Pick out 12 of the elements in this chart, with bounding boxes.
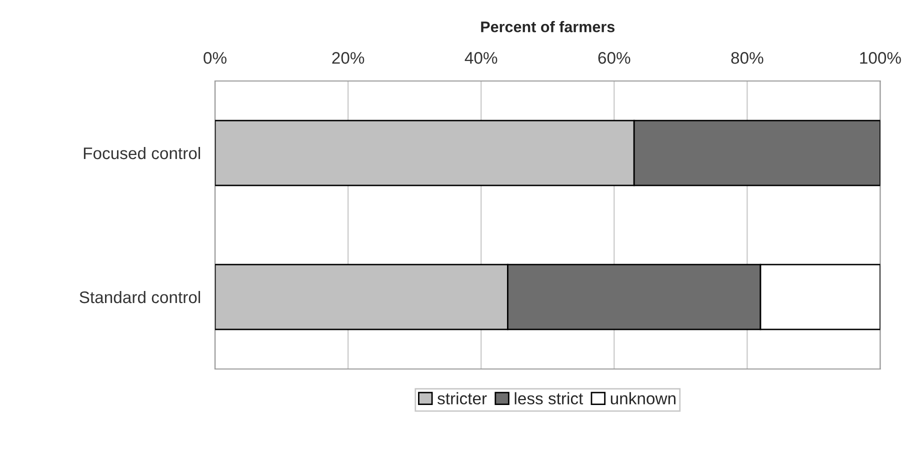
legend-label: stricter xyxy=(438,392,487,404)
x-tick-label: 40% xyxy=(464,52,498,64)
x-axis-title: Percent of farmers xyxy=(481,21,615,32)
legend-label: less strict xyxy=(514,392,584,404)
y-tick-label: Focused control xyxy=(84,146,200,160)
x-tick-label: 20% xyxy=(332,52,364,64)
x-tick-label: 100% xyxy=(860,52,901,64)
x-tick-label: 0% xyxy=(204,52,226,64)
legend-label: unknown xyxy=(610,392,676,404)
y-tick-label: Standard control xyxy=(80,290,200,304)
x-tick-label: 80% xyxy=(731,52,764,64)
x-tick-label: 60% xyxy=(598,52,630,64)
